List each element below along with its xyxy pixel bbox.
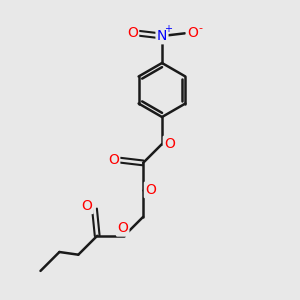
Text: O: O [82, 199, 92, 213]
Text: O: O [108, 153, 119, 167]
Text: +: + [164, 23, 172, 34]
Text: O: O [127, 26, 138, 40]
Text: O: O [164, 137, 175, 151]
Text: O: O [187, 26, 198, 40]
Text: O: O [117, 221, 128, 235]
Text: O: O [145, 183, 156, 197]
Text: N: N [157, 29, 167, 43]
Text: -: - [199, 23, 203, 33]
